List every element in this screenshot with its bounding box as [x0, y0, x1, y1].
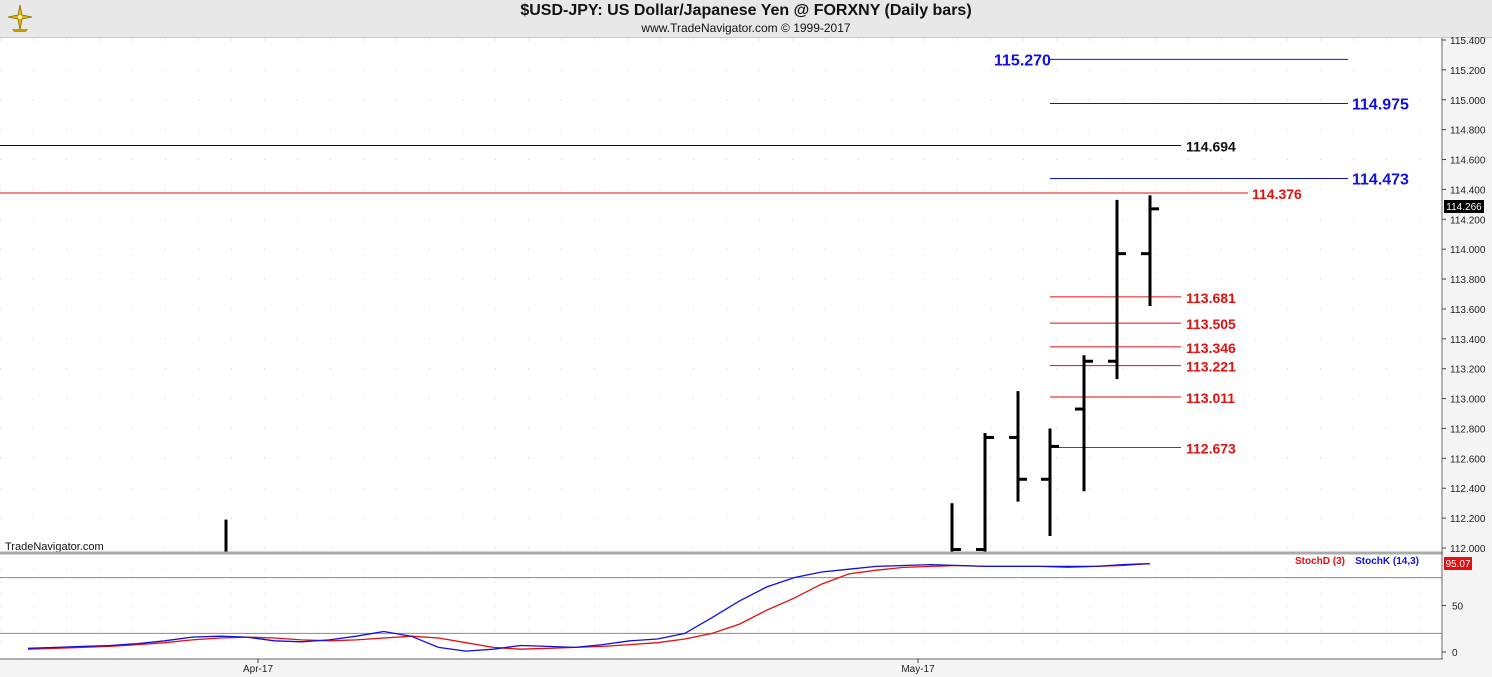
level-label: 113.221: [1186, 359, 1236, 375]
level-label: 113.346: [1186, 340, 1236, 356]
level-label: 113.011: [1186, 390, 1235, 406]
ohlc-bar: [976, 432, 994, 553]
axis-tick-label: 113.400: [1450, 335, 1486, 346]
chart-header: $USD-JPY: US Dollar/Japanese Yen @ FORXN…: [0, 0, 1492, 38]
axis-tick-label: 112.400: [1450, 484, 1486, 495]
ohlc-bar: [950, 503, 961, 553]
axis-tick-label: 115.400: [1450, 36, 1486, 47]
x-label-apr: Apr-17: [243, 664, 273, 675]
price-pane: 115.270 114.975 114.694 114.473 114.376 113.6…: [0, 38, 1442, 553]
axis-tick-label: 113.200: [1450, 365, 1486, 376]
level-label: 114.473: [1352, 172, 1409, 189]
axis-tick-label: 113.600: [1450, 305, 1486, 316]
level-label: 115.270: [994, 52, 1051, 69]
level-label: 113.681: [1186, 290, 1236, 306]
last-price-tag: 114.266: [1444, 200, 1484, 213]
axis-tick-label: 115.000: [1450, 96, 1486, 107]
legend-stochk: StochK (14,3): [1355, 556, 1419, 567]
axis-tick-label: 112.200: [1450, 514, 1486, 525]
level-label: 114.975: [1352, 97, 1409, 114]
level-label: 113.505: [1186, 316, 1236, 332]
axis-ticks: 115.400 115.200 115.000 114.800 114.600 114.4…: [1442, 36, 1486, 659]
price-axis: 115.400 115.200 115.000 114.800 114.600 114.4…: [1441, 36, 1492, 677]
chart-title: $USD-JPY: US Dollar/Japanese Yen @ FORXN…: [520, 2, 972, 19]
axis-tick-label: 114.000: [1450, 245, 1486, 256]
axis-tick-label: 114.800: [1450, 126, 1486, 137]
axis-tick-label: 112.600: [1450, 454, 1486, 465]
last-stoch-label: 95.07: [1445, 559, 1470, 570]
axis-tick-label: 112.800: [1450, 424, 1486, 435]
axis-panel: [1443, 38, 1492, 677]
price-bars: [224, 195, 1159, 553]
watermark-text: TradeNavigator.com: [5, 541, 104, 553]
ohlc-bar: [1108, 199, 1126, 380]
stoch-tick-label: 0: [1452, 648, 1458, 659]
ohlc-bar: [1141, 195, 1159, 306]
stochastic-pane: StochD (3) StochK (14,3): [0, 556, 1442, 652]
level-label: 112.673: [1186, 440, 1236, 456]
axis-tick-label: 114.600: [1450, 156, 1486, 167]
series-line: [27, 562, 1151, 652]
stoch-tick-label: 50: [1452, 602, 1464, 613]
level-label: 114.376: [1252, 186, 1302, 202]
axis-tick-label: 115.200: [1450, 66, 1486, 77]
price-levels: 115.270 114.975 114.694 114.473 114.376 113.6…: [0, 52, 1409, 456]
last-stoch-tag: 95.07: [1444, 557, 1472, 570]
ohlc-bar: [1075, 355, 1093, 492]
axis-tick-label: 112.000: [1450, 544, 1486, 555]
last-price-label: 114.266: [1446, 202, 1482, 213]
axis-tick-label: 113.800: [1450, 275, 1486, 286]
legend-stochd: StochD (3): [1295, 556, 1345, 567]
level-label: 114.694: [1186, 138, 1236, 154]
ohlc-bar: [1009, 391, 1027, 502]
axis-tick-label: 114.400: [1450, 185, 1486, 196]
x-label-may: May-17: [901, 664, 935, 675]
ohlc-bar: [1041, 428, 1059, 537]
axis-tick-label: 114.200: [1450, 215, 1486, 226]
price-plot-area: [0, 38, 1442, 552]
stochastic-grid: [0, 569, 1442, 643]
stochastic-lines: [27, 562, 1151, 652]
trade-navigator-logo-icon: [4, 3, 36, 34]
time-axis: Apr-17 May-17: [0, 658, 1443, 677]
axis-tick-label: 113.000: [1450, 395, 1486, 406]
copyright-text: www.TradeNavigator.com © 1999-2017: [641, 21, 851, 35]
